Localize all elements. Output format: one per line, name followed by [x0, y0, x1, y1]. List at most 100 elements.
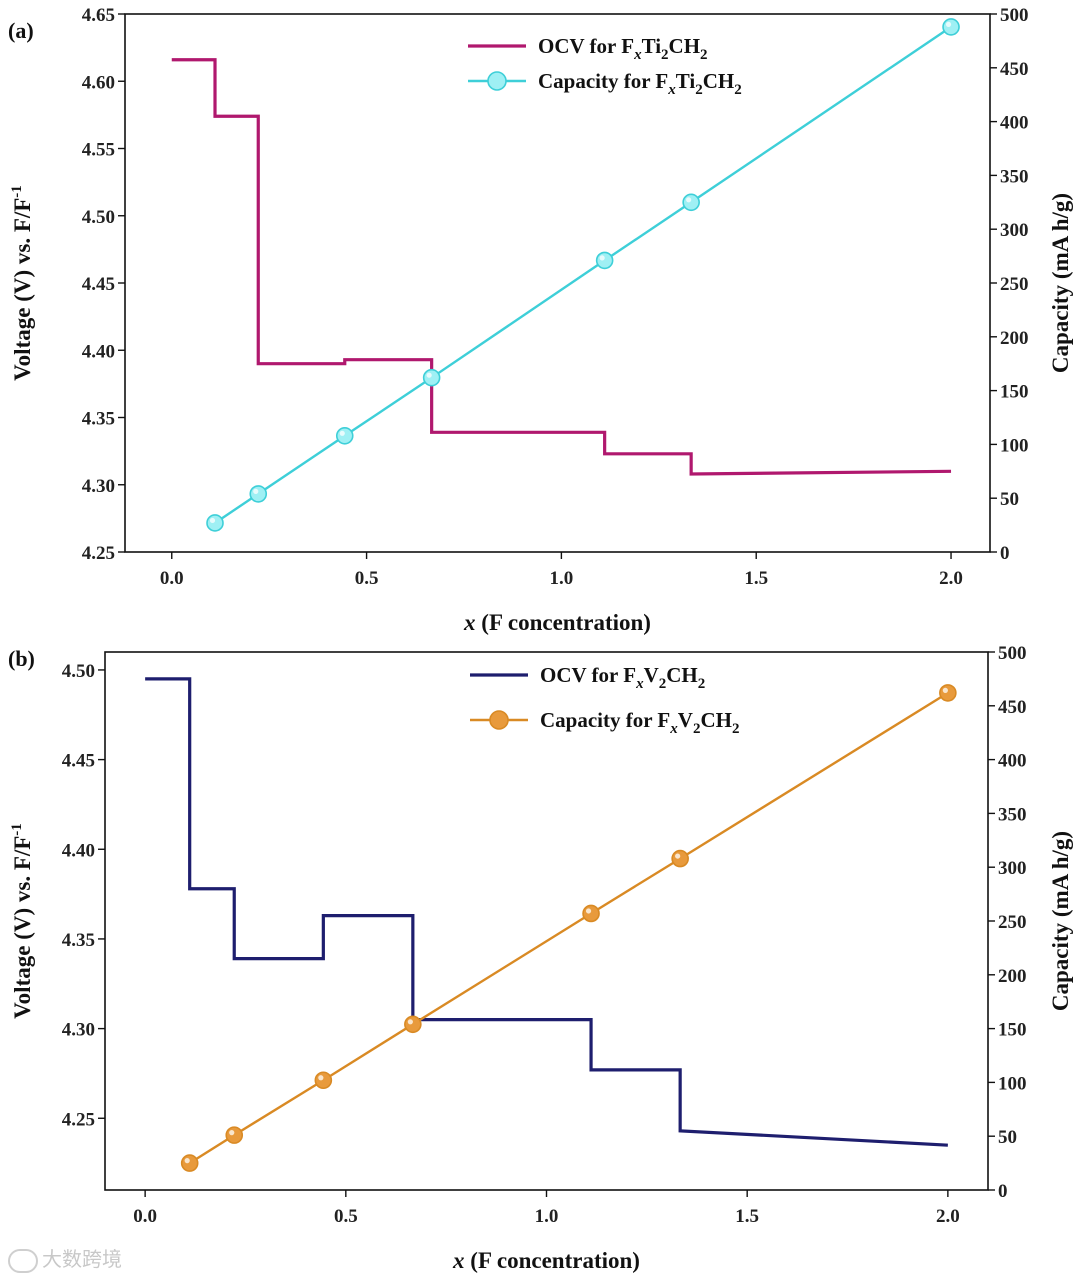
capacity-point-highlight	[942, 687, 948, 693]
y2-tick-label: 400	[1000, 113, 1029, 134]
y-tick-label: 4.35	[82, 409, 115, 430]
y-tick-label: 4.45	[62, 751, 95, 772]
y-tick-label: 4.45	[82, 274, 115, 295]
y-tick-label: 4.30	[82, 476, 115, 497]
x-tick-label: 2.0	[939, 568, 963, 589]
y-axis-label-text: Voltage (V) vs. F/F	[10, 836, 35, 1019]
ocv-step-line	[145, 677, 948, 1147]
watermark-logo-icon	[8, 1248, 38, 1273]
x-axis-label: x (F concentration)	[463, 610, 651, 635]
capacity-point	[671, 849, 689, 868]
legend-text: Capacity for F	[538, 69, 668, 93]
x-tick-label: 1.5	[744, 568, 768, 589]
x-tick-label: 1.5	[735, 1206, 759, 1227]
x-tick-label: 0.0	[133, 1206, 157, 1227]
capacity-point-highlight	[209, 517, 216, 524]
y-tick-label: 4.55	[82, 140, 115, 161]
y-tick-label: 4.40	[62, 840, 95, 861]
x-axis-label-var: x	[463, 610, 476, 635]
legend-text: OCV for F	[538, 34, 634, 58]
y2-tick-label: 0	[1000, 543, 1010, 564]
x-tick-label: 1.0	[550, 568, 574, 589]
legend-sub-x: x	[635, 676, 644, 692]
capacity-point-highlight	[229, 1130, 235, 1136]
capacity-point	[942, 18, 960, 36]
legend-label: OCV for FxTi2CH2	[538, 34, 708, 63]
capacity-point	[595, 251, 614, 270]
y2-tick-label: 300	[1000, 220, 1029, 241]
legend-text: OCV for F	[540, 663, 636, 687]
y2-tick-label: 350	[1000, 166, 1029, 187]
y-tick-label: 4.35	[62, 930, 95, 951]
y2-axis-label: Capacity (mA h/g)	[1048, 831, 1073, 1011]
legend-swatch-marker	[487, 71, 507, 91]
capacity-point-highlight	[675, 853, 681, 859]
y-axis-label: Voltage (V) vs. F/F-1	[9, 185, 35, 381]
y2-tick-label: 0	[998, 1181, 1008, 1202]
legend-swatch-marker	[489, 710, 509, 730]
legend-text: CH	[700, 708, 732, 732]
y2-tick-label: 500	[1000, 5, 1029, 26]
x-tick-label: 0.5	[355, 568, 379, 589]
y2-tick-label: 200	[998, 966, 1027, 987]
y2-tick-label: 100	[1000, 435, 1029, 456]
legend-text: CH	[669, 34, 701, 58]
y2-axis-label: Capacity (mA h/g)	[1048, 193, 1073, 373]
legend-label: Capacity for FxTi2CH2	[538, 69, 742, 98]
legend-text: CH	[703, 69, 735, 93]
x-axis-label-text: (F concentration)	[465, 1248, 640, 1273]
capacity-point	[180, 1154, 199, 1172]
y-axis-label-text: Voltage (V) vs. F/F	[10, 198, 35, 381]
chart-panel-a: 0.0 0.5 1.0 1.5 2.0 4.25 4.30 4.35 4.40 4.45 4.50 4…	[8, 5, 1073, 635]
y-tick-label: 4.60	[82, 72, 115, 93]
capacity-point	[335, 426, 354, 445]
capacity-point	[422, 368, 441, 387]
y-axis-label-sup: -1	[9, 823, 25, 836]
watermark-text: 大数跨境	[42, 1247, 122, 1271]
y2-tick-label: 250	[998, 912, 1027, 933]
y-tick-label: 4.65	[82, 5, 115, 26]
x-tick-label: 1.0	[535, 1206, 559, 1227]
capacity-line	[189, 691, 949, 1165]
chart-panel-b: 0.0 0.5 1.0 1.5 2.0 4.25 4.30 4.35 4.40 4.45 4.50 0…	[8, 643, 1073, 1273]
capacity-point	[404, 1015, 422, 1034]
capacity-point	[314, 1071, 333, 1090]
legend-text: Ti	[642, 34, 662, 58]
legend-sub: 2	[695, 82, 703, 98]
legend-sub: 2	[700, 47, 708, 63]
capacity-point-highlight	[599, 255, 605, 261]
capacity-point	[225, 1126, 244, 1144]
y2-tick-label: 150	[998, 1020, 1027, 1041]
legend-text: V	[644, 663, 659, 687]
capacity-point-highlight	[585, 908, 592, 914]
capacity-point	[249, 485, 268, 503]
x-tick-label: 2.0	[936, 1206, 960, 1227]
legend-sub-x: x	[633, 47, 642, 63]
legend-text: CH	[666, 663, 698, 687]
legend-sub: 2	[693, 721, 701, 737]
ocv-step-line	[171, 58, 952, 476]
capacity-point-highlight	[426, 372, 432, 378]
y-axis-label-sup: -1	[9, 185, 25, 198]
legend-text: V	[678, 708, 693, 732]
x-axis-label: x (F concentration)	[452, 1248, 640, 1273]
y2-tick-label: 250	[1000, 274, 1029, 295]
watermark: 大数跨境	[8, 1244, 148, 1274]
y-tick-label: 4.30	[62, 1020, 95, 1041]
legend-sub-x: x	[669, 721, 678, 737]
y2-tick-label: 150	[1000, 382, 1029, 403]
y2-tick-label: 400	[998, 751, 1027, 772]
legend-sub: 2	[734, 82, 742, 98]
legend-sub: 2	[732, 721, 740, 737]
legend-text: Capacity for F	[540, 708, 670, 732]
legend-sub: 2	[661, 47, 669, 63]
y-tick-label: 4.50	[82, 207, 115, 228]
y2-tick-label: 200	[1000, 328, 1029, 349]
capacity-point-highlight	[318, 1075, 324, 1081]
y2-tick-label: 100	[998, 1073, 1027, 1094]
x-tick-label: 0.0	[160, 568, 184, 589]
legend-sub-x: x	[667, 82, 676, 98]
capacity-point-highlight	[945, 21, 952, 28]
capacity-point	[682, 193, 700, 212]
y2-tick-label: 50	[1000, 489, 1019, 510]
